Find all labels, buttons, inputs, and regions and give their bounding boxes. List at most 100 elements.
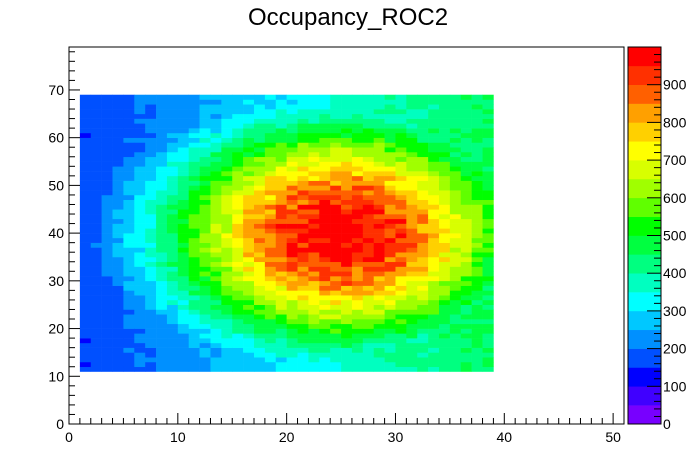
- heatmap-cell: [471, 113, 483, 119]
- heatmap-cell: [264, 342, 277, 348]
- heatmap-cell: [319, 304, 331, 310]
- heatmap-cell: [449, 338, 462, 344]
- heatmap-cell: [166, 118, 179, 124]
- heatmap-cell: [275, 128, 287, 134]
- heatmap-cell: [373, 94, 385, 100]
- heatmap-cell: [330, 342, 342, 348]
- heatmap-cell: [254, 137, 266, 143]
- heatmap-cell: [210, 357, 222, 363]
- heatmap-cell: [264, 357, 277, 363]
- heatmap-cell: [297, 290, 309, 296]
- heatmap-cell: [482, 94, 494, 100]
- heatmap-cell: [79, 285, 92, 291]
- heatmap-cell: [319, 142, 331, 148]
- heatmap-cell: [112, 147, 124, 153]
- heatmap-cell: [199, 109, 211, 115]
- heatmap-cell: [460, 261, 472, 267]
- heatmap-cell: [308, 104, 320, 110]
- heatmap-cell: [156, 199, 168, 205]
- heatmap-cell: [210, 285, 222, 291]
- heatmap-cell: [210, 256, 222, 263]
- heatmap-cell: [297, 99, 309, 105]
- heatmap-cell: [330, 328, 342, 334]
- heatmap-cell: [264, 99, 277, 105]
- heatmap-cell: [188, 261, 200, 267]
- heatmap-cell: [286, 132, 298, 138]
- heatmap-cell: [439, 147, 451, 153]
- heatmap-cell: [254, 233, 266, 239]
- heatmap-cell: [460, 233, 472, 239]
- heatmap-cell: [297, 104, 309, 110]
- heatmap-cell: [101, 118, 113, 124]
- heatmap-cell: [319, 104, 331, 110]
- heatmap-cell: [254, 132, 266, 138]
- heatmap-cell: [319, 161, 331, 167]
- colorbar-segment: [628, 122, 661, 142]
- heatmap-cell: [221, 190, 233, 196]
- heatmap-cell: [145, 128, 157, 134]
- heatmap-cell: [123, 295, 135, 301]
- heatmap-cell: [286, 333, 298, 339]
- heatmap-cell: [199, 242, 211, 248]
- heatmap-cell: [134, 319, 146, 325]
- heatmap-cell: [449, 137, 462, 143]
- heatmap-cell: [471, 214, 483, 220]
- heatmap-cell: [417, 185, 429, 191]
- heatmap-cell: [384, 280, 396, 286]
- heatmap-cell: [319, 252, 331, 258]
- heatmap-cell: [308, 271, 320, 277]
- heatmap-cell: [471, 309, 483, 315]
- heatmap-cell: [471, 237, 483, 243]
- heatmap-cell: [428, 151, 440, 158]
- heatmap-cell: [101, 271, 113, 277]
- heatmap-cell: [362, 156, 374, 162]
- heatmap-cell: [308, 132, 320, 138]
- heatmap-cell: [112, 285, 124, 291]
- heatmap-cell: [254, 309, 266, 315]
- heatmap-cell: [406, 237, 418, 243]
- heatmap-cell: [351, 276, 364, 282]
- heatmap-cell: [254, 151, 266, 158]
- heatmap-cell: [341, 342, 353, 348]
- heatmap-cell: [330, 128, 342, 134]
- heatmap-cell: [188, 161, 200, 167]
- heatmap-cell: [210, 204, 222, 210]
- heatmap-cell: [384, 113, 396, 119]
- heatmap-cell: [308, 366, 320, 372]
- heatmap-cell: [123, 333, 135, 339]
- heatmap-cell: [145, 147, 157, 153]
- heatmap-cell: [471, 137, 483, 143]
- heatmap-cell: [395, 333, 407, 339]
- heatmap-cell: [145, 237, 157, 243]
- heatmap-cell: [439, 185, 451, 191]
- heatmap-cell: [395, 342, 407, 348]
- heatmap-cell: [101, 204, 113, 210]
- heatmap-cell: [199, 194, 211, 201]
- heatmap-cell: [482, 175, 494, 181]
- heatmap-cell: [199, 314, 211, 320]
- heatmap-cell: [428, 333, 440, 339]
- heatmap-cell: [330, 276, 342, 282]
- heatmap-cell: [123, 276, 135, 282]
- heatmap-cell: [221, 161, 233, 167]
- heatmap-cell: [384, 366, 396, 372]
- heatmap-cell: [232, 361, 244, 368]
- heatmap-cell: [243, 223, 255, 229]
- heatmap-cell: [101, 333, 113, 339]
- heatmap-cell: [243, 113, 255, 119]
- heatmap-cell: [188, 304, 200, 310]
- heatmap-cell: [177, 319, 189, 325]
- heatmap-cell: [101, 166, 113, 172]
- heatmap-cell: [395, 304, 407, 310]
- heatmap-cell: [156, 190, 168, 196]
- heatmap-cell: [156, 261, 168, 267]
- heatmap-cell: [221, 247, 233, 253]
- heatmap-cell: [286, 352, 298, 358]
- heatmap-cell: [460, 357, 472, 363]
- heatmap-cell: [373, 99, 385, 105]
- heatmap-cell: [319, 256, 331, 263]
- heatmap-cell: [145, 299, 157, 305]
- heatmap-cell: [417, 352, 429, 358]
- heatmap-cell: [482, 99, 494, 105]
- heatmap-cell: [341, 166, 353, 172]
